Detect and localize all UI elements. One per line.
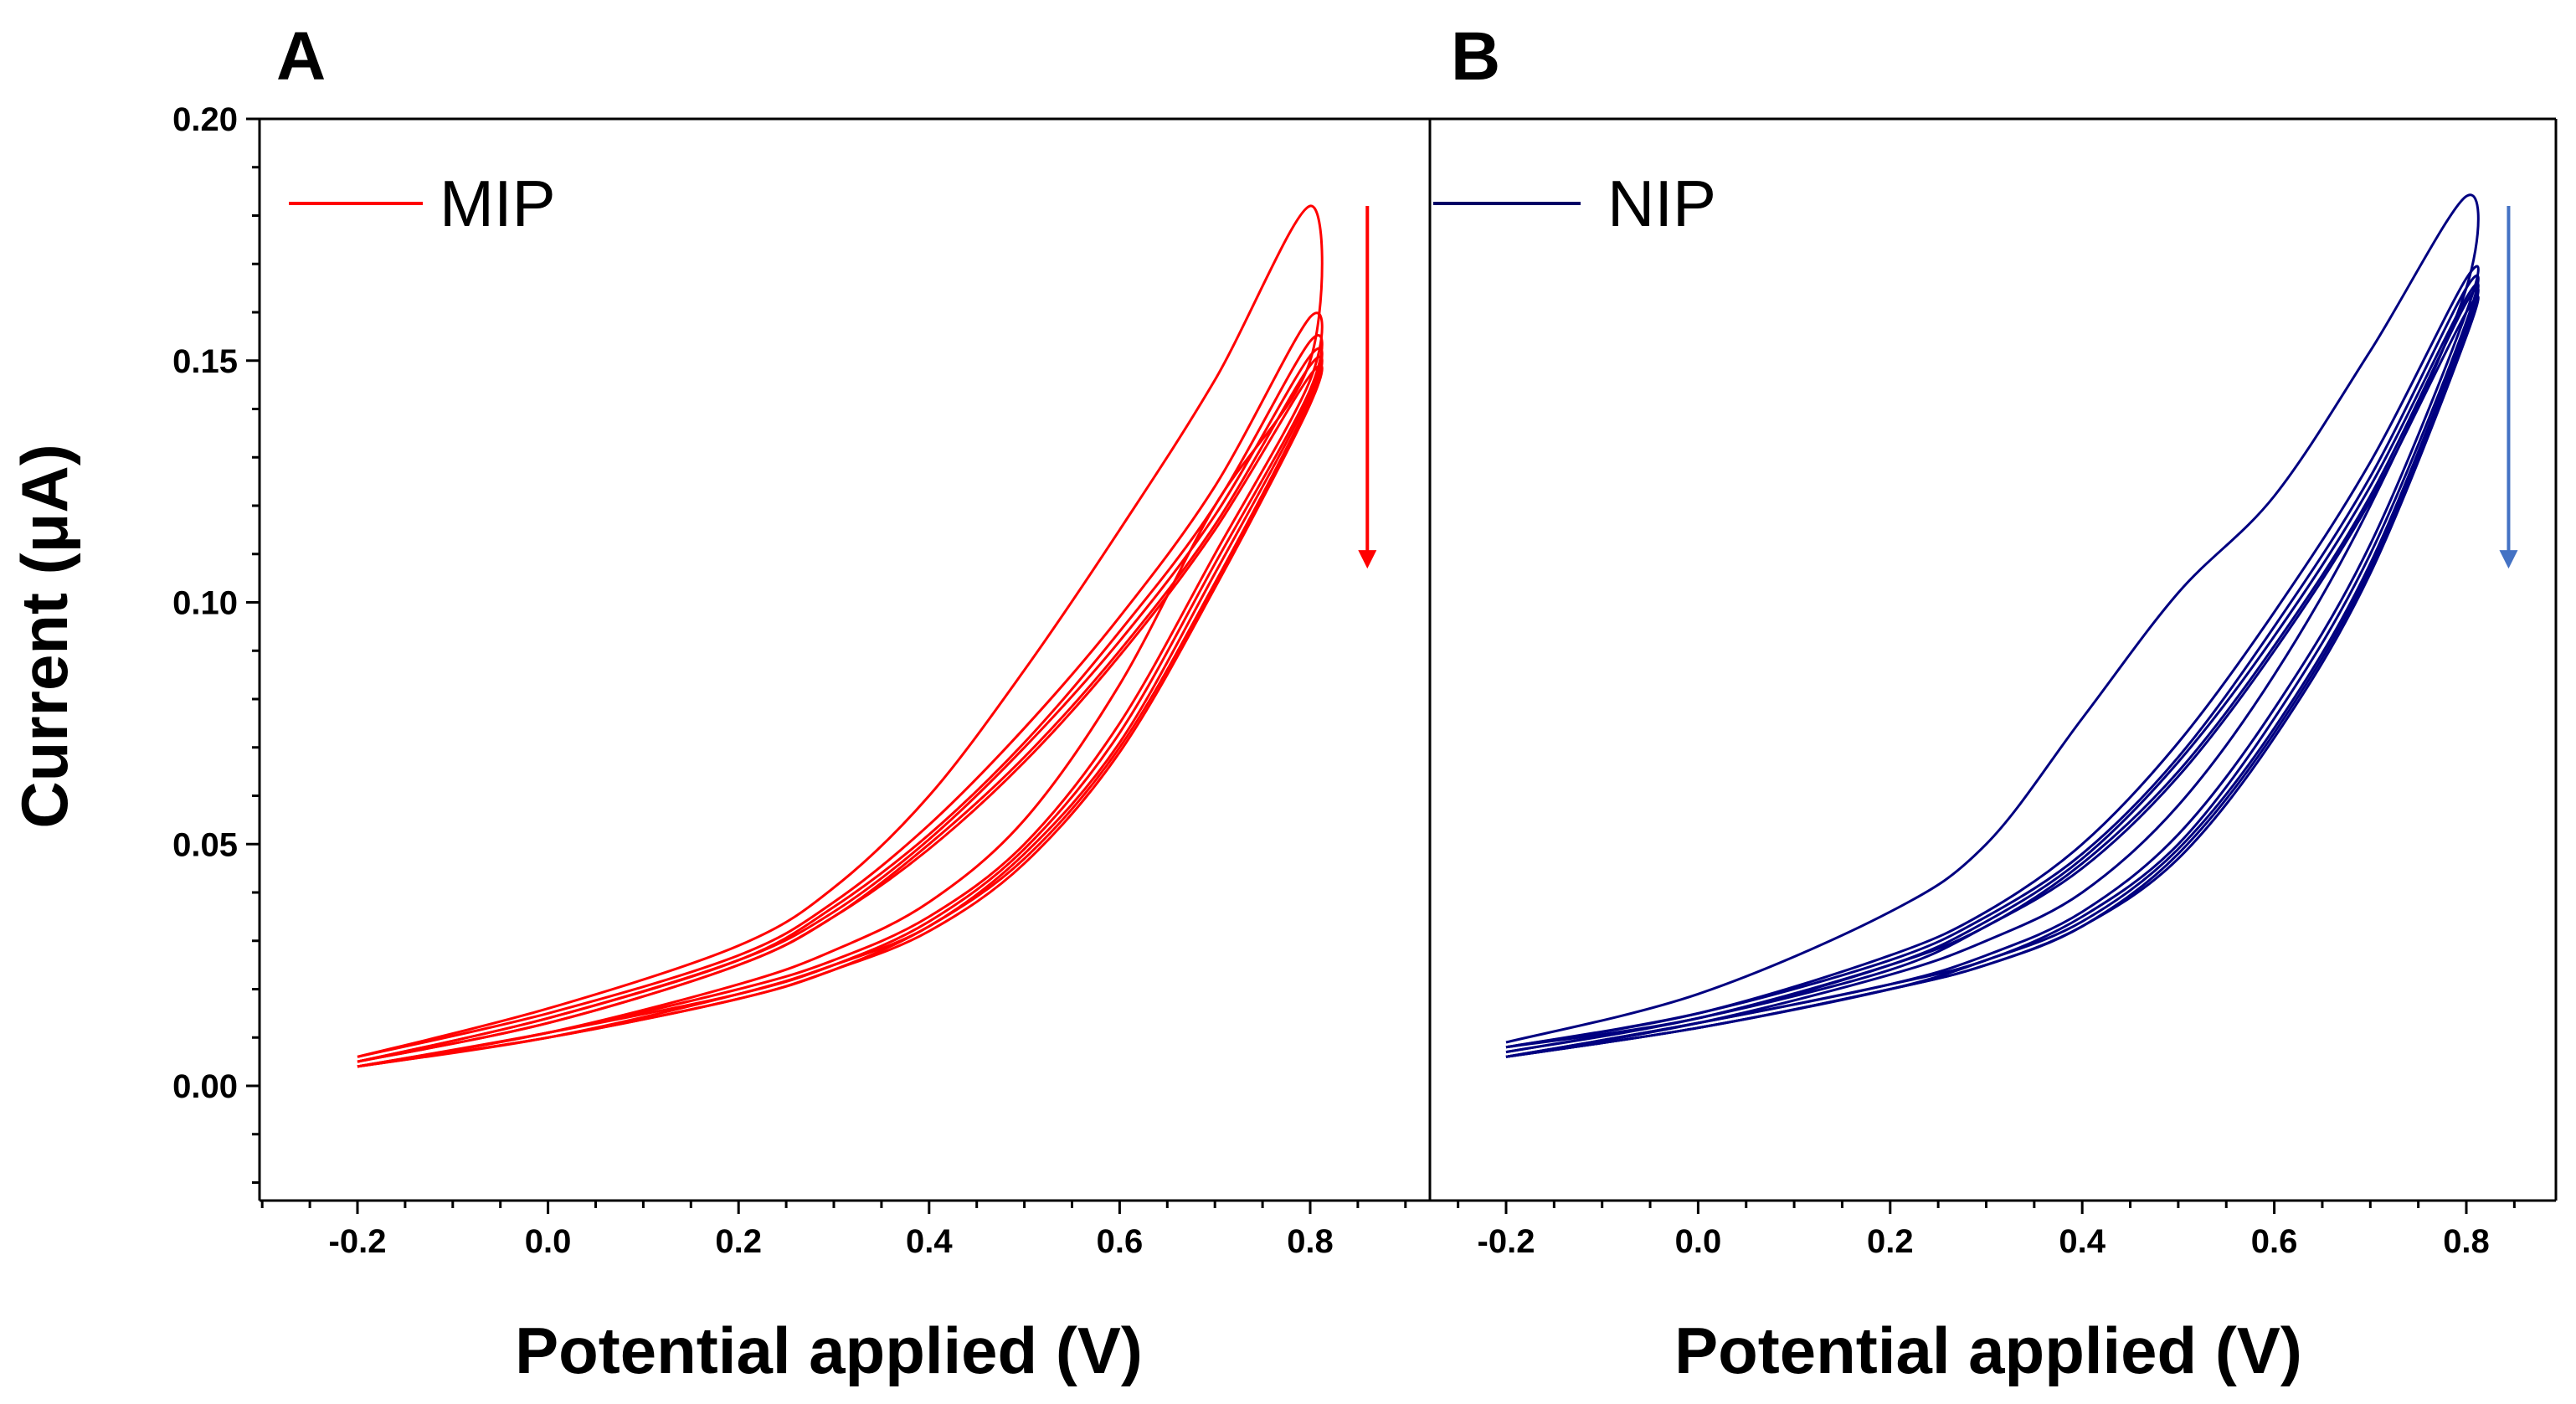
panel-a-series-6 [357,364,1324,1068]
panel-a-x-tick-label: -0.2 [329,1223,387,1260]
panel-b-x-tick-label: -0.2 [1478,1223,1535,1260]
panel-b-x-tick-label: 0.6 [2251,1223,2298,1260]
panel-a-x-tick-label: 0.8 [1287,1223,1334,1260]
panel-b-x-tick-label: 0.0 [1675,1223,1722,1260]
panel-b-plot: -0.2 0.0 0.2 0.4 0.6 0.8 [1457,193,2518,1260]
panel-b-label: B [1451,18,1500,95]
panel-a-y-tick-label: 0.20 [172,101,238,138]
panel-b-x-tick-label: 0.2 [1867,1223,1914,1260]
legend-label-mip: MIP [440,167,556,240]
panel-a-series-1 [357,204,1324,1068]
panel-a-label: A [276,18,326,95]
panel-a-legend: MIP [289,167,556,240]
panel-b-series-2 [1505,265,2480,1058]
panel-b-legend: NIP [1433,167,1716,240]
panel-a-x-tick-label: 0.6 [1097,1223,1144,1260]
panel-b-x-tick-label: 0.8 [2443,1223,2490,1260]
panel-a: A Current (μA) Potential applied (V) -0.… [8,18,1407,1387]
panel-a-x-tick-label: 0.0 [525,1223,572,1260]
panel-b-x-tick-label: 0.4 [2059,1223,2106,1260]
panel-b: B Potential applied (V) -0.2 0.0 0.2 0.4 0.6… [1433,18,2518,1387]
panel-a-y-tick-label: 0.10 [172,585,238,622]
panel-a-series-2 [357,311,1324,1068]
panel-a-plot: -0.2 0.0 0.2 0.4 0.6 0.8 0.00 0.05 0.10 0.15 0.20 [172,101,1407,1260]
panel-a-series-5 [357,355,1324,1068]
panel-a-arrow-head [1358,550,1377,569]
panel-a-y-tick-label: 0.05 [172,826,238,863]
panel-a-x-axis-title: Potential applied (V) [515,1314,1143,1387]
panel-a-y-tick-label: 0.15 [172,343,238,380]
panel-b-arrow-head [2499,550,2518,569]
panel-a-x-tick-label: 0.4 [906,1223,953,1260]
panel-a-x-tick-label: 0.2 [715,1223,762,1260]
panel-a-y-tick-label: 0.00 [172,1068,238,1105]
panel-b-series-4 [1505,282,2480,1058]
legend-label-nip: NIP [1607,167,1716,240]
panel-b-series-1 [1505,193,2480,1058]
y-axis-title: Current (μA) [8,444,81,828]
panel-b-series-5 [1505,286,2480,1058]
panel-b-x-axis-title: Potential applied (V) [1674,1314,2302,1387]
panel-b-series-6 [1505,295,2480,1058]
